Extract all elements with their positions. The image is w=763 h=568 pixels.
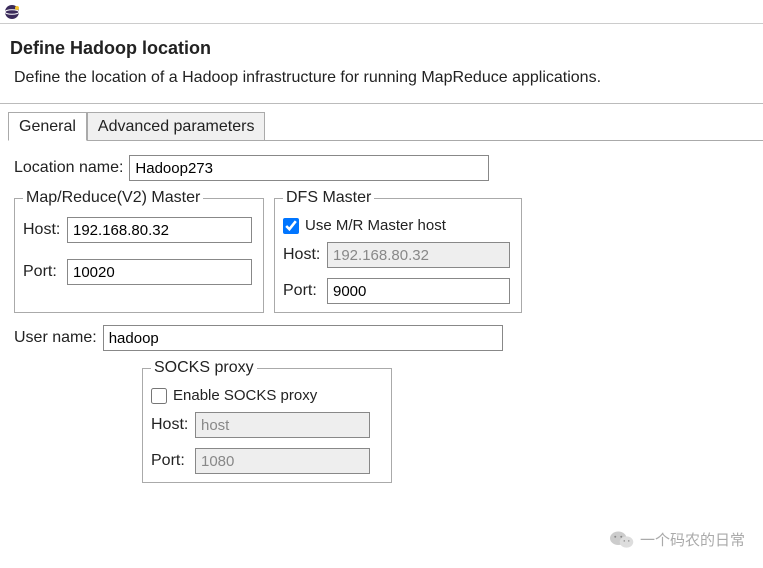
mr-port-input[interactable] [67, 259, 252, 285]
dfs-port-label: Port: [283, 282, 327, 300]
socks-host-input [195, 412, 370, 438]
dfs-host-input [327, 242, 510, 268]
mr-host-label: Host: [23, 221, 67, 239]
socks-host-label: Host: [151, 416, 195, 434]
location-name-row: Location name: [14, 155, 763, 181]
socks-port-input [195, 448, 370, 474]
location-name-input[interactable] [129, 155, 489, 181]
mr-port-label: Port: [23, 263, 67, 281]
watermark-text: 一个码农的日常 [640, 529, 745, 550]
mr-master-group: Map/Reduce(V2) Master Host: Port: [14, 189, 264, 313]
enable-socks-label: Enable SOCKS proxy [173, 387, 317, 404]
dialog-header: Define Hadoop location Define the locati… [0, 24, 763, 103]
tab-general[interactable]: General [8, 112, 87, 141]
dfs-master-group: DFS Master Use M/R Master host Host: Por… [274, 189, 522, 313]
eclipse-icon [3, 3, 21, 21]
window-titlebar [0, 0, 763, 24]
wechat-icon [610, 530, 634, 550]
mr-master-legend: Map/Reduce(V2) Master [23, 189, 203, 207]
enable-socks-checkbox[interactable] [151, 388, 167, 404]
user-name-label: User name: [14, 329, 97, 347]
dfs-host-label: Host: [283, 246, 327, 264]
dfs-port-input[interactable] [327, 278, 510, 304]
use-mr-host-label: Use M/R Master host [305, 217, 446, 234]
socks-port-label: Port: [151, 452, 195, 470]
page-subtitle: Define the location of a Hadoop infrastr… [14, 69, 753, 87]
content-area: General Advanced parameters Location nam… [0, 103, 763, 483]
location-name-label: Location name: [14, 159, 123, 177]
use-mr-host-checkbox[interactable] [283, 218, 299, 234]
watermark: 一个码农的日常 [610, 529, 745, 550]
socks-legend: SOCKS proxy [151, 359, 257, 377]
dfs-master-legend: DFS Master [283, 189, 374, 207]
user-name-input[interactable] [103, 325, 503, 351]
mr-host-input[interactable] [67, 217, 252, 243]
tab-panel-general: Location name: Map/Reduce(V2) Master Hos… [8, 140, 763, 483]
tab-bar: General Advanced parameters [8, 112, 763, 141]
page-title: Define Hadoop location [10, 38, 753, 59]
tab-advanced[interactable]: Advanced parameters [87, 112, 266, 141]
user-name-row: User name: [14, 325, 763, 351]
socks-proxy-group: SOCKS proxy Enable SOCKS proxy Host: Por… [142, 359, 392, 483]
